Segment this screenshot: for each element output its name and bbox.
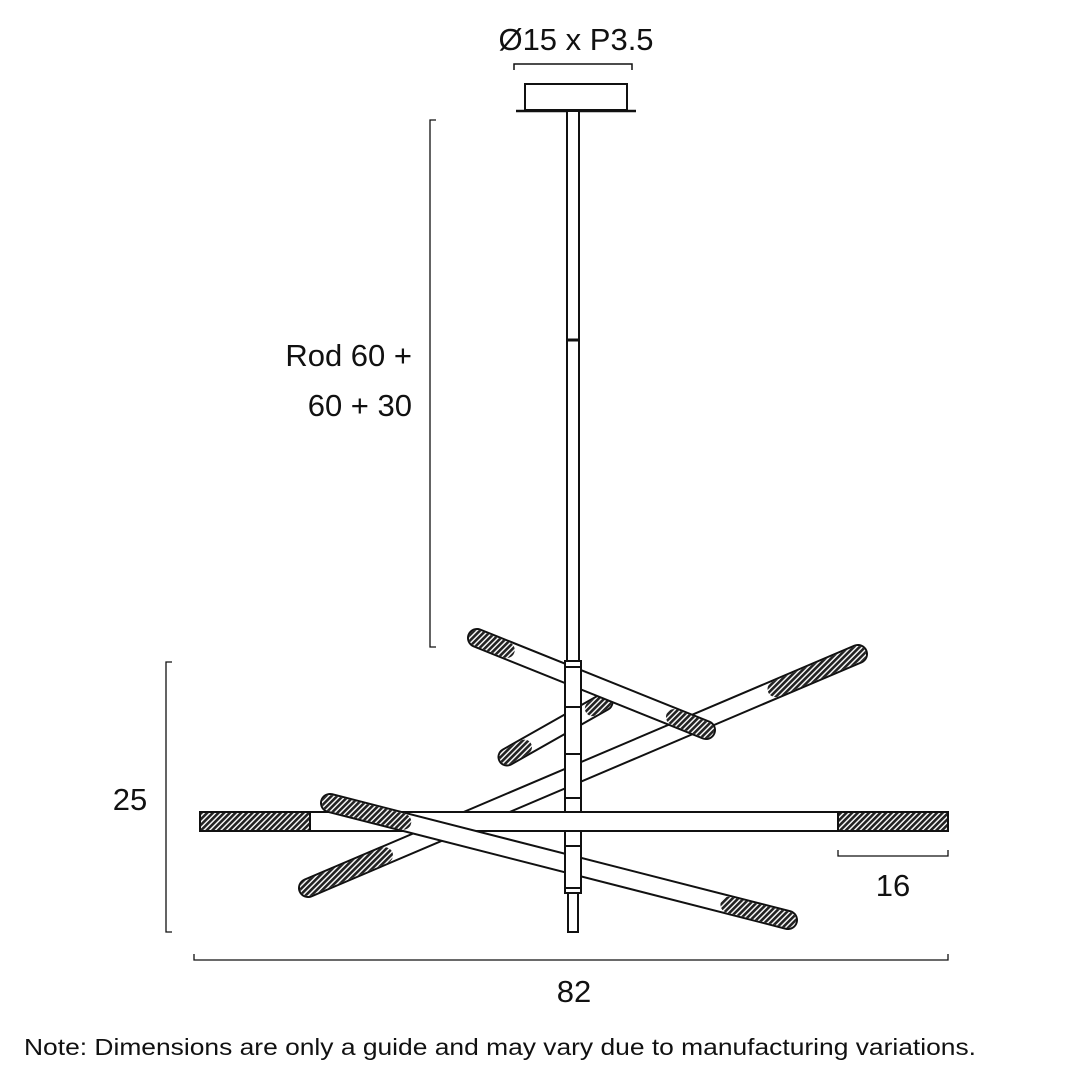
width-dimension-bracket [193, 954, 949, 961]
canopy [516, 83, 636, 113]
width-dimension-label: 82 [557, 974, 591, 1009]
tube-length-dimension-bracket [837, 850, 949, 857]
rod-dimension-label-line2: 60 + 30 [308, 388, 412, 423]
rod-lower-section [564, 830, 582, 933]
diagonal-light-tube-long [298, 644, 868, 898]
short-light-tube [497, 692, 614, 767]
canopy-dimension-bracket [513, 63, 633, 70]
suspension-rod [564, 110, 582, 814]
height-dimension-label: 25 [113, 782, 147, 817]
upper-light-tube [467, 628, 716, 740]
height-dimension-bracket [165, 661, 172, 933]
lower-light-tube [320, 793, 798, 930]
rod-dimension-label-line1: Rod 60 + [285, 338, 412, 373]
canopy-dimension-label: Ø15 x P3.5 [498, 22, 653, 57]
horizontal-light-bar [199, 811, 949, 832]
tube-length-dimension-label: 16 [876, 868, 910, 903]
disclaimer-note: Note: Dimensions are only a guide and ma… [24, 1034, 976, 1060]
rod-dimension-bracket [429, 119, 436, 648]
